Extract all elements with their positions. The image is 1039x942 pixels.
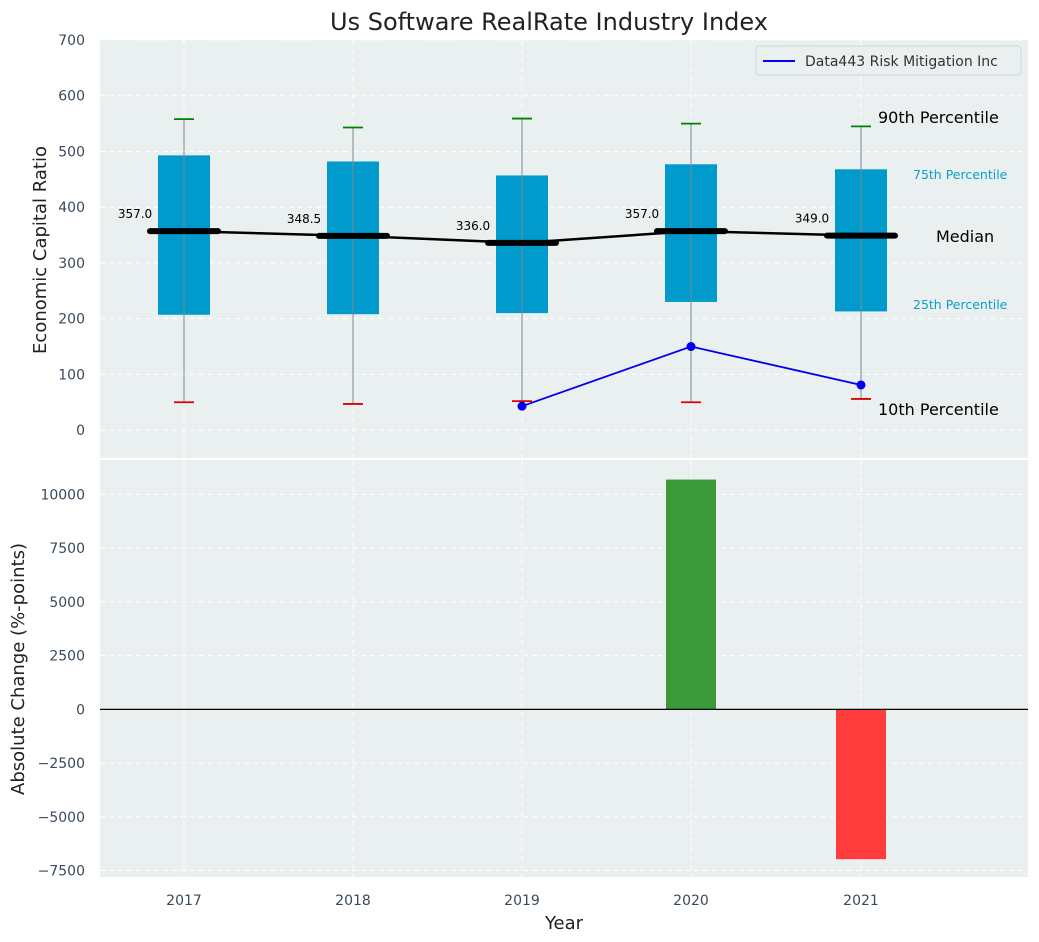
- series-point-2019: [517, 401, 527, 411]
- x-tick-2017: 2017: [166, 893, 202, 909]
- top-y-tick-400: 400: [58, 200, 85, 216]
- top-y-tick-600: 600: [58, 89, 85, 105]
- top-boxes: 357.0 348.5 336.0 357.0 349.0: [118, 117, 898, 405]
- bottom-y-tick-0: −7500: [38, 864, 85, 880]
- annotation-p90: 90th Percentile: [878, 108, 999, 127]
- top-series: [517, 342, 866, 411]
- median-label-2018: 348.5: [287, 212, 321, 226]
- median-label-2020: 357.0: [625, 207, 659, 221]
- legend-label-data443: Data443 Risk Mitigation Inc: [805, 54, 998, 70]
- series-point-2021: [856, 380, 866, 390]
- series-point-2020: [686, 342, 696, 352]
- bottom-y-tick-5: 5000: [49, 595, 85, 611]
- top-y-tick-100: 100: [58, 367, 85, 383]
- chart-title: Us Software RealRate Industry Index: [330, 8, 768, 36]
- legend-box: [755, 45, 1022, 76]
- median-label-2019: 336.0: [456, 219, 490, 233]
- annotation-p10: 10th Percentile: [878, 400, 999, 419]
- top-y-tick-0: 0: [76, 423, 85, 439]
- bottom-y-tick-3: 0: [76, 702, 85, 718]
- top-y-ticks: 0 100 200 300 400 500 600 700: [58, 33, 85, 439]
- top-y-tick-500: 500: [58, 144, 85, 160]
- top-annotations: 90th Percentile 75th Percentile Median 2…: [878, 108, 1008, 419]
- bottom-y-tick-1: −5000: [38, 810, 85, 826]
- top-y-tick-700: 700: [58, 33, 85, 49]
- top-y-axis-label: Economic Capital Ratio: [30, 146, 51, 354]
- bottom-y-tick-7: 10000: [40, 487, 85, 503]
- bottom-y-tick-2: −2500: [38, 756, 85, 772]
- change-bar-2020: [666, 479, 716, 710]
- annotation-p75: 75th Percentile: [913, 167, 1008, 182]
- bottom-plot-area: [100, 460, 1028, 877]
- bottom-y-axis-label: Absolute Change (%-points): [8, 543, 29, 795]
- x-ticks: 2017 2018 2019 2020 2021: [166, 893, 879, 909]
- top-y-tick-300: 300: [58, 256, 85, 272]
- median-label-2017: 357.0: [118, 207, 152, 221]
- x-tick-2020: 2020: [673, 893, 709, 909]
- bottom-y-tick-4: 2500: [49, 649, 85, 665]
- median-label-2021: 349.0: [795, 212, 829, 226]
- bottom-bars: [666, 479, 886, 860]
- legend: Data443 Risk Mitigation Inc: [755, 45, 1022, 76]
- x-tick-2021: 2021: [843, 893, 879, 909]
- annotation-p25: 25th Percentile: [913, 297, 1008, 312]
- top-y-tick-200: 200: [58, 312, 85, 328]
- top-plot-area: [100, 40, 1028, 458]
- bottom-y-ticks: −7500 −5000 −2500 0 2500 5000 7500 10000: [38, 487, 85, 879]
- bottom-y-tick-6: 7500: [49, 541, 85, 557]
- x-tick-2018: 2018: [335, 893, 371, 909]
- x-tick-2019: 2019: [504, 893, 540, 909]
- change-bar-2021: [836, 709, 886, 860]
- annotation-median: Median: [936, 227, 994, 246]
- x-axis-label: Year: [544, 913, 584, 934]
